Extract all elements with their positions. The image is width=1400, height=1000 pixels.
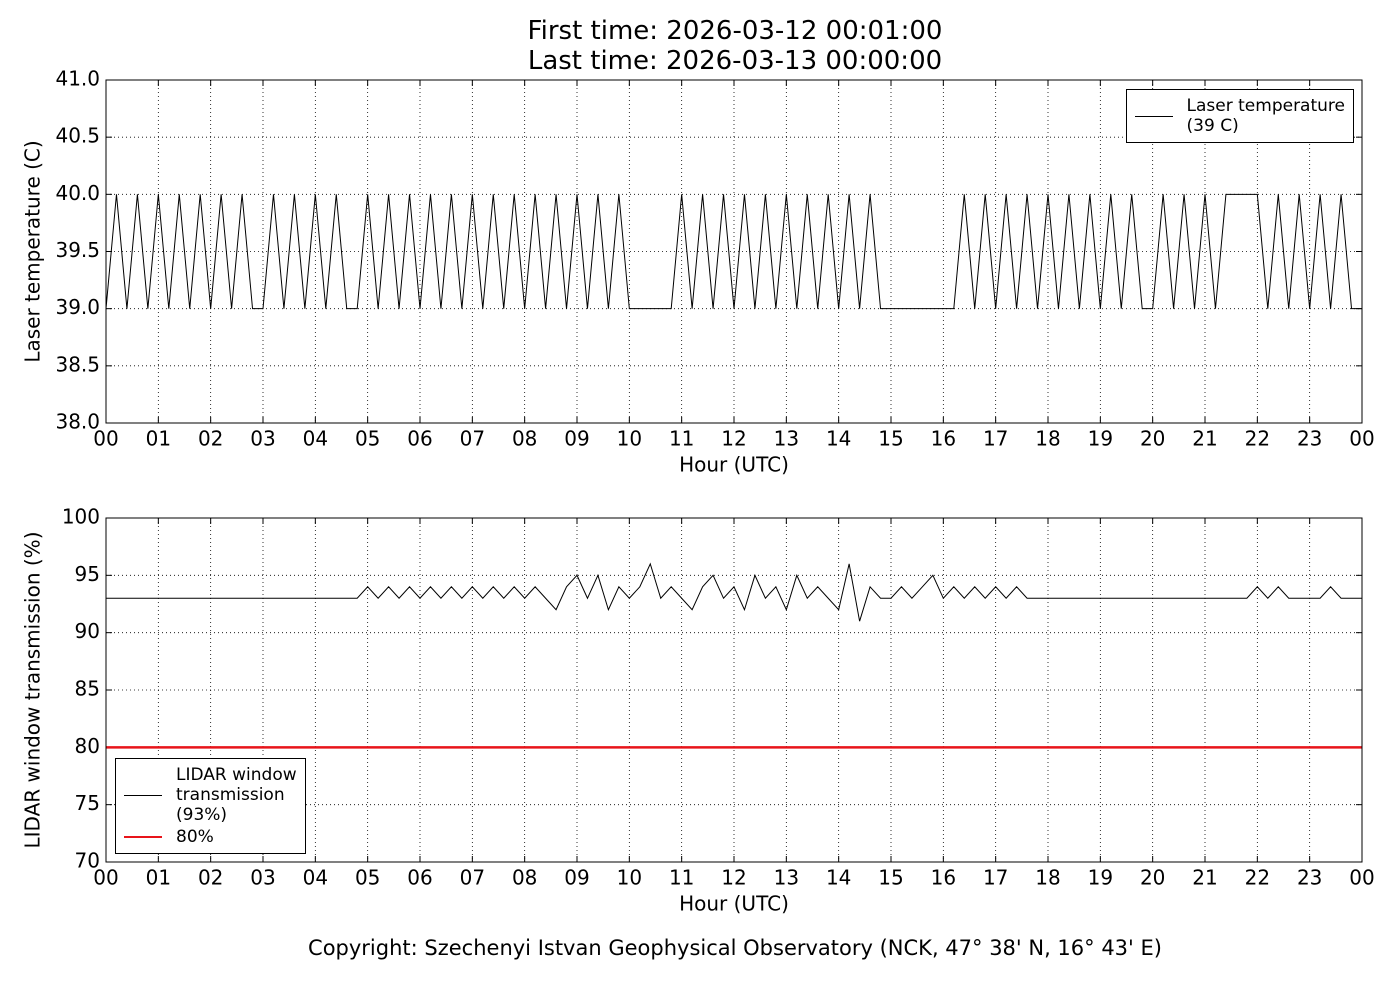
x-tick-label: 16: [931, 427, 956, 451]
x-tick-label: 09: [564, 866, 589, 890]
legend-label: 80%: [176, 827, 214, 847]
x-tick-label: 01: [146, 866, 171, 890]
x-tick-label: 03: [250, 866, 275, 890]
x-tick-label: 02: [198, 866, 223, 890]
x-tick-label: 17: [983, 427, 1008, 451]
x-tick-label: 13: [774, 866, 799, 890]
x-tick-label: 22: [1245, 427, 1270, 451]
y-tick-label: 41.0: [55, 67, 100, 91]
x-tick-label: 14: [826, 866, 851, 890]
x-tick-label: 18: [1035, 866, 1060, 890]
y-axis-label: LIDAR window transmission (%): [21, 532, 45, 849]
x-tick-label: 13: [774, 427, 799, 451]
x-tick-label: 19: [1088, 427, 1113, 451]
x-tick-label: 05: [355, 866, 380, 890]
legend-entry: Laser temperature (39 C): [1134, 96, 1345, 136]
x-tick-label: 07: [460, 427, 485, 451]
x-tick-label: 06: [407, 866, 432, 890]
legend-entry: LIDAR window transmission (93%): [124, 765, 297, 825]
x-tick-label: 04: [303, 427, 328, 451]
legend-label: LIDAR window transmission (93%): [176, 765, 297, 825]
legend: Laser temperature (39 C): [1125, 89, 1354, 143]
y-axis-label: Laser temperature (C): [21, 140, 45, 362]
plot-frame: [105, 79, 1363, 424]
x-tick-label: 00: [1349, 427, 1374, 451]
x-tick-label: 23: [1297, 866, 1322, 890]
x-tick-label: 10: [617, 427, 642, 451]
x-tick-label: 00: [93, 866, 118, 890]
y-tick-label: 90: [75, 619, 100, 643]
y-tick-label: 100: [62, 505, 100, 529]
x-tick-label: 01: [146, 427, 171, 451]
x-tick-label: 18: [1035, 427, 1060, 451]
x-tick-label: 21: [1192, 427, 1217, 451]
legend-swatch: [1134, 115, 1173, 117]
x-tick-label: 11: [669, 427, 694, 451]
x-tick-label: 05: [355, 427, 380, 451]
x-tick-label: 19: [1088, 866, 1113, 890]
y-tick-label: 38.0: [55, 410, 100, 434]
y-tick-label: 95: [75, 562, 100, 586]
x-tick-label: 04: [303, 866, 328, 890]
y-tick-label: 40.0: [55, 181, 100, 205]
y-tick-label: 39.0: [55, 295, 100, 319]
legend-swatch: [124, 836, 162, 838]
x-tick-label: 02: [198, 427, 223, 451]
x-tick-label: 15: [878, 427, 903, 451]
x-tick-label: 09: [564, 427, 589, 451]
x-tick-label: 07: [460, 866, 485, 890]
x-tick-label: 08: [512, 866, 537, 890]
x-tick-label: 16: [931, 866, 956, 890]
x-tick-label: 06: [407, 427, 432, 451]
data-line: [106, 562, 1362, 622]
legend-entry: 80%: [124, 827, 297, 847]
x-tick-label: 23: [1297, 427, 1322, 451]
y-tick-label: 70: [75, 849, 100, 873]
legend-label: Laser temperature (39 C): [1186, 96, 1345, 136]
y-tick-label: 75: [75, 791, 100, 815]
x-tick-label: 20: [1140, 427, 1165, 451]
x-tick-label: 14: [826, 427, 851, 451]
x-tick-label: 00: [1349, 866, 1374, 890]
x-tick-label: 11: [669, 866, 694, 890]
x-tick-label: 17: [983, 866, 1008, 890]
x-tick-label: 12: [721, 866, 746, 890]
x-tick-label: 08: [512, 427, 537, 451]
y-tick-label: 39.5: [55, 238, 100, 262]
plot-frame: [105, 517, 1363, 863]
y-tick-label: 40.5: [55, 124, 100, 148]
y-tick-label: 85: [75, 677, 100, 701]
title: First time: 2026-03-12 00:01:00 Last tim…: [527, 16, 943, 76]
y-tick-label: 38.5: [55, 352, 100, 376]
x-tick-label: 03: [250, 427, 275, 451]
x-tick-label: 12: [721, 427, 746, 451]
x-axis-label: Hour (UTC): [679, 892, 789, 916]
x-axis-label: Hour (UTC): [679, 453, 789, 477]
x-tick-label: 20: [1140, 866, 1165, 890]
x-tick-label: 21: [1192, 866, 1217, 890]
legend: LIDAR window transmission (93%) 80%: [115, 758, 306, 854]
x-tick-label: 15: [878, 866, 903, 890]
y-tick-label: 80: [75, 734, 100, 758]
legend-swatch: [124, 794, 162, 796]
x-tick-label: 22: [1245, 866, 1270, 890]
x-tick-label: 10: [617, 866, 642, 890]
footnote: Copyright: Szechenyi Istvan Geophysical …: [308, 936, 1162, 960]
x-tick-label: 00: [93, 427, 118, 451]
data-line: [106, 193, 1362, 310]
